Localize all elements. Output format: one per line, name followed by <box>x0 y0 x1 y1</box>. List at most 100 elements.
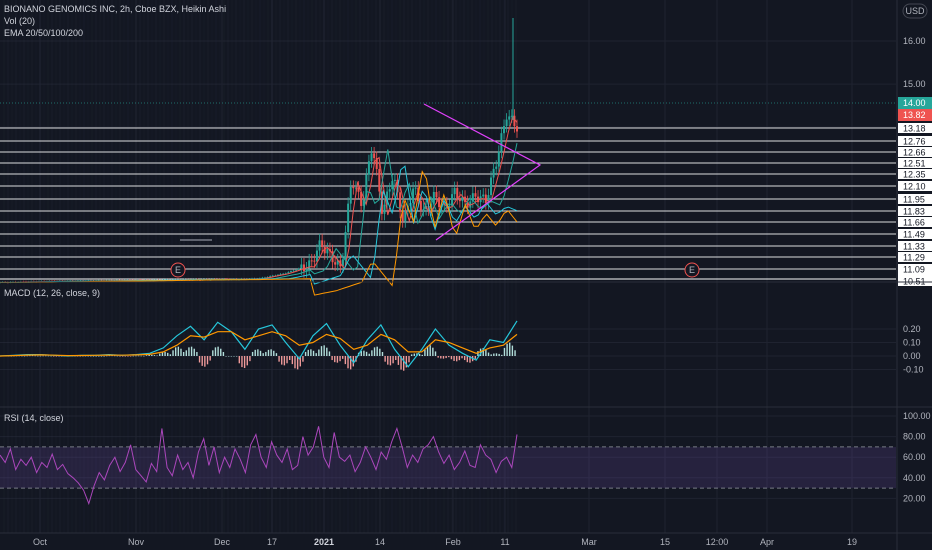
macd-histogram-bar <box>283 356 286 366</box>
macd-histogram-bar <box>249 356 251 362</box>
macd-histogram-bar <box>381 352 384 356</box>
macd-histogram-bar <box>408 356 410 363</box>
macd-histogram-bar <box>137 355 140 357</box>
macd-histogram-bar <box>307 349 309 356</box>
macd-histogram-bar <box>87 355 89 357</box>
macd-histogram-bar <box>466 356 469 363</box>
price-level-tag[interactable] <box>898 229 932 239</box>
macd-histogram-bar <box>222 352 225 356</box>
macd-histogram-bar <box>286 356 288 364</box>
price-level-tag[interactable] <box>898 158 932 168</box>
macd-histogram-bar <box>424 349 426 356</box>
macd-histogram-bar <box>119 356 121 357</box>
candle-body <box>295 269 298 271</box>
symbol-legend[interactable]: BIONANO GENOMICS INC, 2h, Cboe BZX, Heik… <box>4 4 226 14</box>
price-level-tag[interactable] <box>898 169 932 179</box>
price-level-tag-label: 12.66 <box>903 148 926 158</box>
candle-body <box>492 168 495 178</box>
candle-body <box>326 249 329 254</box>
triangle-drawing[interactable] <box>423 103 542 241</box>
candle-body <box>292 270 295 272</box>
price-level-tag-label: 11.83 <box>903 207 925 217</box>
price-level-tag[interactable] <box>898 276 932 286</box>
macd-histogram-bar <box>331 356 333 361</box>
earnings-marker[interactable] <box>170 262 186 278</box>
rsi-pane[interactable] <box>0 426 896 506</box>
rsi-axis-tick: 80.00 <box>903 432 926 442</box>
macd-histogram-bar <box>92 356 95 357</box>
macd-histogram-bar <box>121 356 124 357</box>
price-level-tag[interactable] <box>898 252 932 262</box>
macd-histogram-bar <box>458 356 461 361</box>
currency-button[interactable] <box>902 3 928 19</box>
current-price-tag[interactable] <box>898 97 932 109</box>
macd-histogram-bar <box>291 356 294 365</box>
macd-histogram-bar <box>485 349 487 356</box>
candle-body <box>269 276 272 278</box>
candle-body <box>310 260 313 262</box>
macd-histogram-bar <box>275 353 278 356</box>
ema-legend[interactable]: EMA 20/50/100/200 <box>4 28 83 38</box>
earnings-marker[interactable] <box>684 262 700 278</box>
macd-histogram-bar <box>106 355 108 357</box>
macd-histogram-bar <box>164 351 166 356</box>
candle-body <box>271 275 274 277</box>
candle-body <box>399 192 402 212</box>
candle-body <box>341 259 344 267</box>
macd-legend[interactable]: MACD (12, 26, close, 9) <box>4 288 100 298</box>
macd-pane[interactable] <box>0 320 518 371</box>
macd-histogram-bar <box>39 355 42 357</box>
macd-histogram-bar <box>143 355 145 357</box>
macd-histogram-bar <box>180 348 182 356</box>
candle-body <box>282 273 285 275</box>
candle-body <box>305 268 308 272</box>
price-level-tag[interactable] <box>898 264 932 274</box>
candle-body <box>503 125 506 134</box>
macd-histogram-bar <box>365 351 368 356</box>
macd-histogram-bar <box>440 356 442 359</box>
macd-histogram-bar <box>262 353 264 356</box>
macd-histogram-bar <box>339 356 341 362</box>
price-level-tag[interactable] <box>898 181 932 191</box>
macd-histogram-bar <box>463 356 466 361</box>
candle-body <box>456 188 459 199</box>
macd-histogram-bar <box>461 356 463 359</box>
candle-body <box>373 153 376 159</box>
macd-histogram-bar <box>140 355 142 357</box>
previous-price-tag[interactable] <box>898 109 932 121</box>
price-level-tag[interactable] <box>898 147 932 157</box>
candle-body <box>261 277 264 279</box>
macd-histogram-bar <box>201 356 203 366</box>
earnings-marker-label: E <box>689 265 695 275</box>
price-level-tag[interactable] <box>898 206 932 216</box>
macd-histogram-bar <box>490 354 492 356</box>
candle-body <box>453 188 456 195</box>
price-level-tag[interactable] <box>898 217 932 227</box>
candle-body <box>451 194 454 206</box>
time-axis[interactable]: Oct Nov Dec 17 2021 14 Feb 11 Mar 15 12:00 Apr 19 <box>33 537 857 547</box>
macd-histogram-bar <box>206 356 209 365</box>
macd-histogram-bar <box>246 356 248 366</box>
price-level-tag[interactable] <box>898 136 932 146</box>
rsi-axis-tick: 40.00 <box>903 473 926 483</box>
macd-histogram-bar <box>196 352 198 356</box>
current-price-tag-label: 14.00 <box>903 98 926 108</box>
candle-body <box>378 168 381 192</box>
price-level-tag[interactable] <box>898 194 932 204</box>
macd-histogram-bar <box>209 356 211 361</box>
macd-histogram-bar <box>421 354 423 356</box>
macd-histogram-bar <box>514 350 516 356</box>
macd-histogram-bar <box>156 355 158 357</box>
price-level-tag[interactable] <box>898 123 932 133</box>
macd-histogram-bar <box>31 355 34 357</box>
macd-histogram-bar <box>281 356 283 365</box>
candle-body <box>391 180 394 190</box>
candle-body <box>490 177 493 196</box>
macd-histogram-bar <box>453 356 455 361</box>
macd-histogram-bar <box>98 356 100 357</box>
volume-legend[interactable]: Vol (20) <box>4 16 35 26</box>
rsi-legend[interactable]: RSI (14, close) <box>4 413 64 423</box>
price-level-tag[interactable] <box>898 241 932 251</box>
